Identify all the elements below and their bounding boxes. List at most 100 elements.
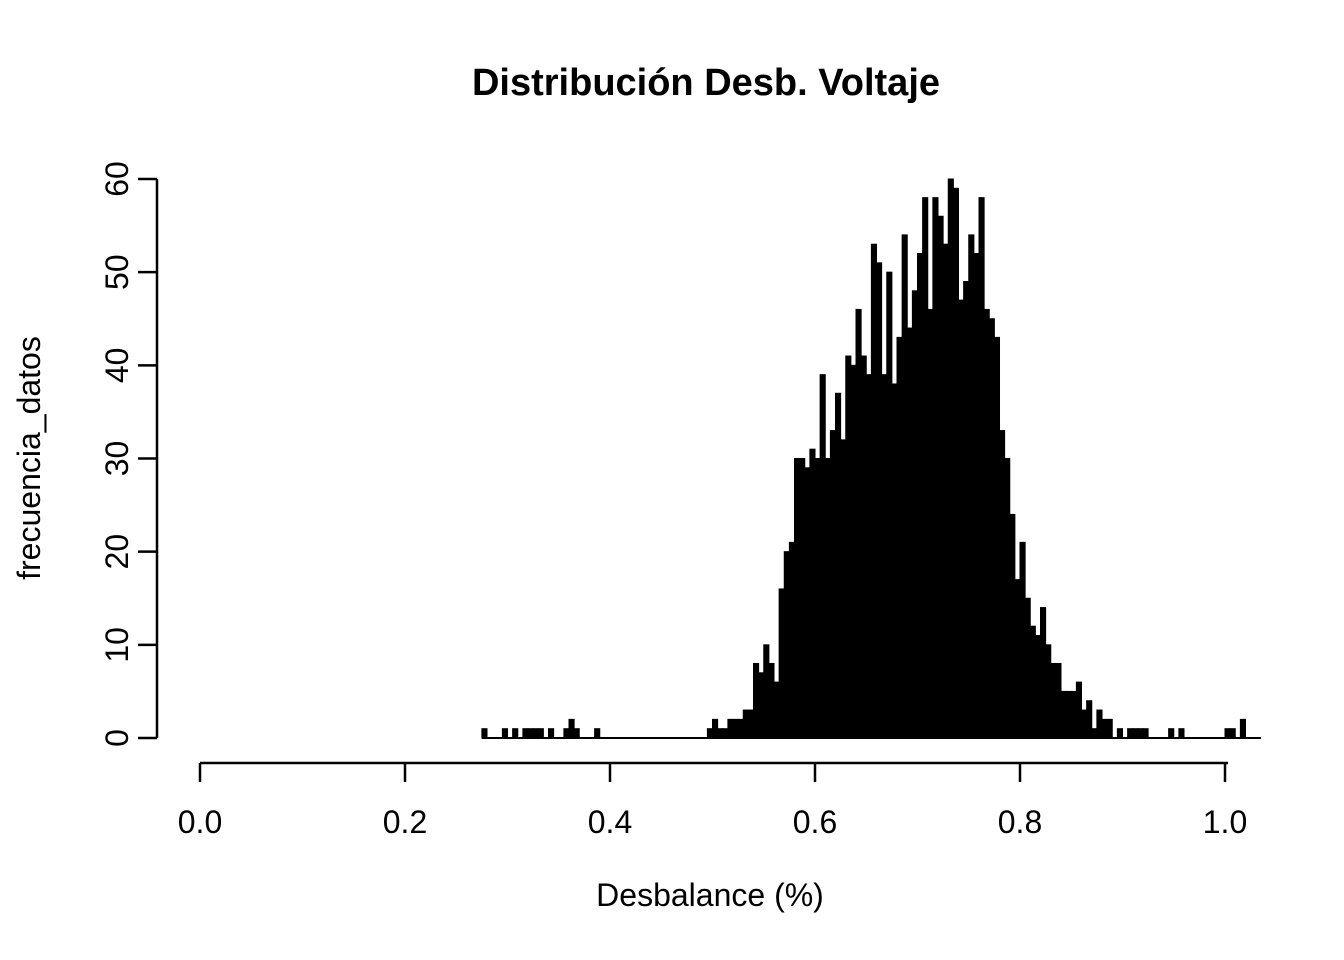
x-tick-label: 0.6 <box>793 804 837 840</box>
histogram-bar <box>742 709 749 739</box>
histogram-bar <box>983 308 990 739</box>
histogram-bar <box>922 197 929 739</box>
histogram-bar <box>1168 728 1175 739</box>
x-tick-label: 1.0 <box>1203 804 1247 840</box>
histogram-bar <box>1229 728 1236 739</box>
histogram-bar <box>1091 728 1098 739</box>
x-tick-label: 0.4 <box>588 804 632 840</box>
histogram-bar <box>937 215 944 739</box>
histogram-bar <box>1055 662 1062 739</box>
histogram-bar <box>876 262 883 739</box>
histogram-bar <box>799 458 806 739</box>
x-tick-label: 0.8 <box>998 804 1042 840</box>
histogram-bar <box>717 728 724 739</box>
histogram-bar <box>819 374 826 739</box>
y-axis-label: frecuencia_datos <box>11 336 47 580</box>
histogram-bar <box>481 728 488 739</box>
histogram-bar <box>963 280 970 739</box>
chart-title: Distribución Desb. Voltaje <box>472 62 940 104</box>
histogram-bar <box>512 728 519 739</box>
y-tick-label: 0 <box>99 729 135 747</box>
histogram-bar <box>1019 541 1026 739</box>
histogram-bar <box>1086 700 1093 739</box>
histogram-bar <box>537 728 544 739</box>
histogram-bar <box>824 458 831 739</box>
histogram-bar <box>1060 690 1067 739</box>
histogram-bar <box>753 662 760 739</box>
histogram-bar <box>1034 635 1042 739</box>
histogram-bar <box>1224 728 1231 739</box>
histogram-bar <box>788 541 796 739</box>
histogram-bar <box>1142 728 1149 739</box>
histogram-bar <box>1040 607 1047 739</box>
histogram-bar <box>1075 681 1083 739</box>
histogram-bar <box>794 458 801 739</box>
histogram-bar <box>911 290 919 739</box>
y-tick-label: 30 <box>99 441 135 477</box>
histogram-bar <box>942 243 949 739</box>
histogram-bar <box>1178 728 1185 739</box>
histogram-bar <box>527 728 534 739</box>
histogram-bar <box>917 253 924 739</box>
histogram-bar <box>804 467 811 739</box>
histogram-bar <box>1116 728 1124 739</box>
histogram-bar <box>896 336 903 739</box>
histogram-bar <box>855 308 862 739</box>
histogram-bar <box>968 234 975 739</box>
histogram-bar <box>1096 709 1103 739</box>
histogram-bar <box>1127 728 1134 739</box>
histogram-bar <box>712 718 719 739</box>
histogram-bar <box>783 551 790 739</box>
histogram-bar <box>999 430 1006 739</box>
histogram-bar <box>522 728 529 739</box>
histogram-bar <box>1101 718 1108 739</box>
histogram-bar <box>1050 662 1057 739</box>
histogram-bar <box>732 718 739 739</box>
histogram-bar <box>1070 690 1077 739</box>
histogram-bar <box>773 681 780 739</box>
y-axis: 0 10 20 30 40 50 60 <box>99 161 159 747</box>
y-tick-label: 20 <box>99 534 135 570</box>
histogram-bar <box>1106 718 1113 739</box>
histogram-bar <box>870 243 878 739</box>
histogram-bar <box>993 336 1001 739</box>
histogram-bar <box>814 458 821 739</box>
histogram-bar <box>768 662 775 739</box>
histogram-bar <box>973 253 980 739</box>
histogram-bar <box>829 430 837 739</box>
histogram-bar <box>978 197 985 739</box>
histogram-bar <box>1029 625 1036 739</box>
histogram-bar <box>835 392 842 739</box>
histogram-bar <box>778 588 785 739</box>
histogram-bar <box>1009 513 1016 739</box>
histogram-bar <box>763 644 770 739</box>
histogram-bar <box>886 271 893 739</box>
histogram-bar <box>932 197 939 739</box>
histogram-bar <box>988 318 995 739</box>
histogram-bar <box>573 728 580 739</box>
histogram-bar <box>865 374 872 739</box>
histogram-bar <box>1045 644 1052 739</box>
histogram-bar <box>747 709 755 739</box>
histogram-bar <box>501 728 509 739</box>
y-tick-label: 60 <box>99 161 135 197</box>
histogram-bar <box>881 374 888 739</box>
histogram-bar <box>1137 728 1144 739</box>
histogram-bar <box>1024 597 1031 739</box>
histogram-bar <box>1004 458 1011 739</box>
y-tick-label: 40 <box>99 348 135 384</box>
histogram-bar <box>722 728 729 739</box>
histogram-bar <box>758 672 765 739</box>
histogram-bar <box>568 718 575 739</box>
y-tick-label: 10 <box>99 627 135 663</box>
histogram-bar <box>901 234 908 739</box>
y-tick-label: 50 <box>99 254 135 290</box>
histogram-bar <box>840 439 847 739</box>
histogram-bar <box>1065 690 1072 739</box>
histogram-bar <box>947 178 954 739</box>
histogram-bar <box>548 728 555 739</box>
histogram-bar <box>850 364 857 739</box>
x-axis: 0.0 0.2 0.4 0.6 0.8 1.0 <box>178 761 1247 840</box>
